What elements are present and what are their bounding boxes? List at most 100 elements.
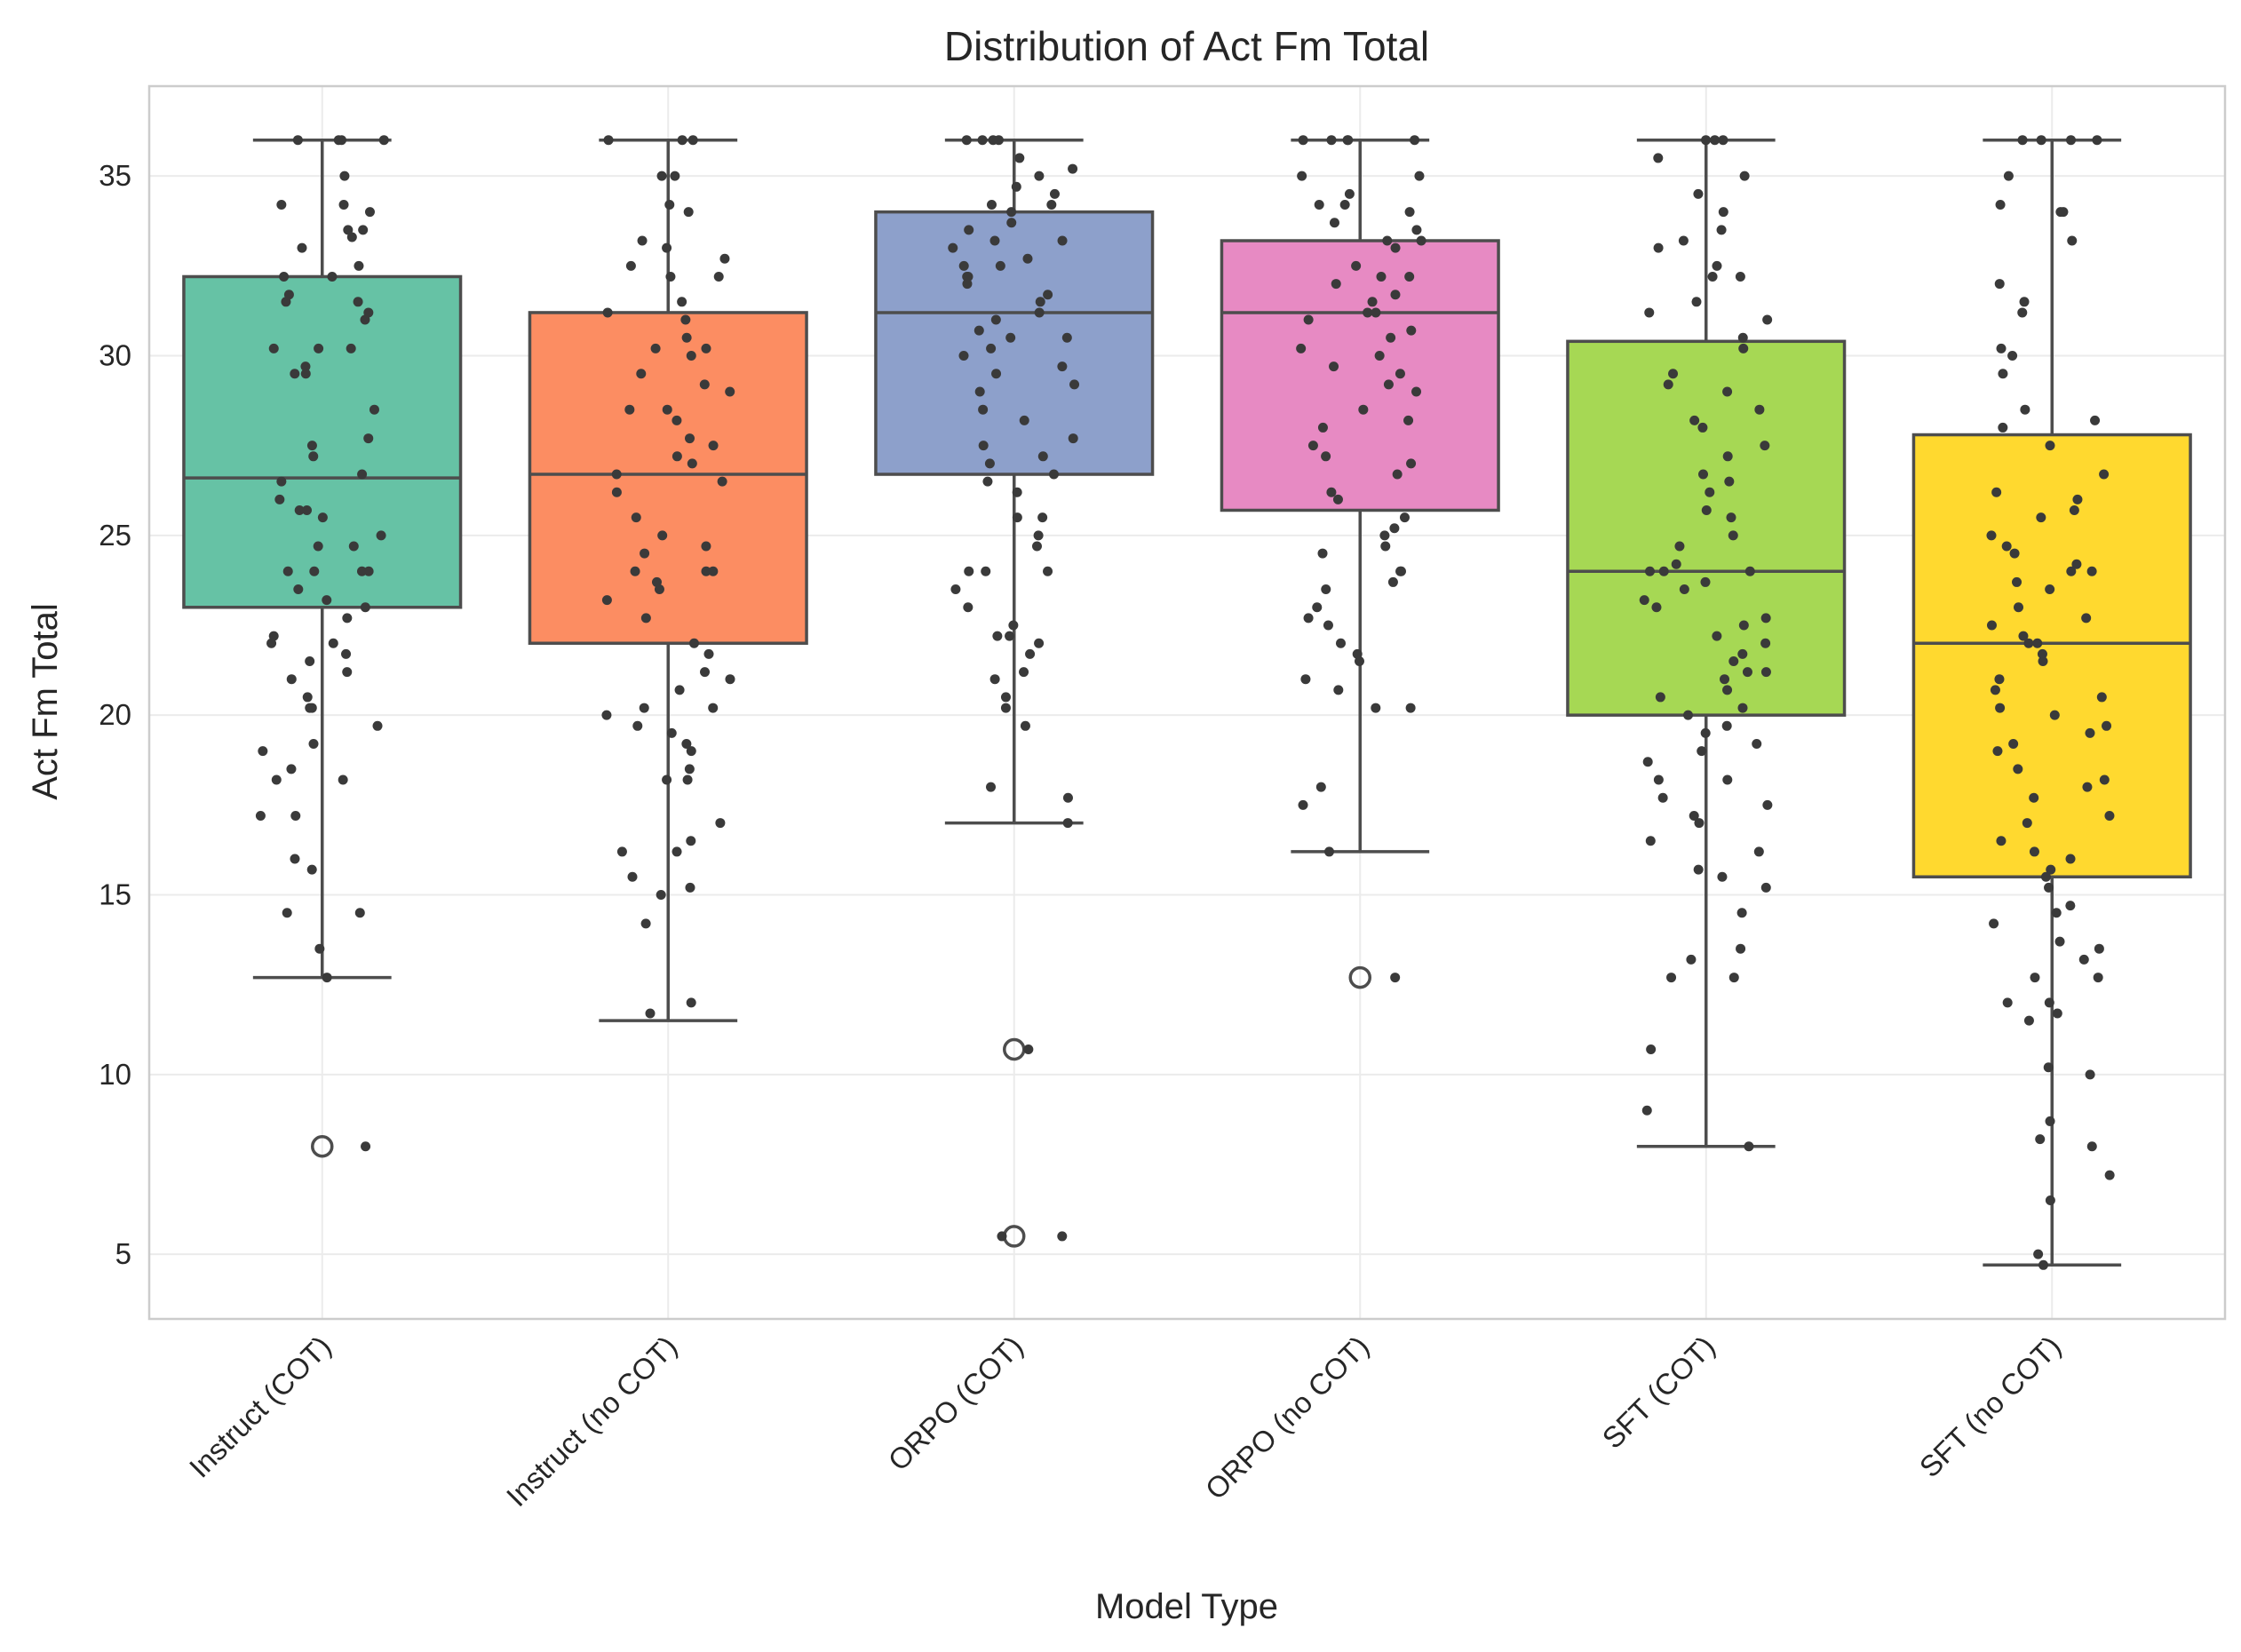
data-point: [1998, 369, 2008, 379]
data-point: [2023, 1015, 2034, 1026]
data-point: [1390, 242, 1401, 253]
data-point: [654, 584, 664, 595]
outlier-marker: [311, 1135, 334, 1158]
data-point: [2071, 559, 2082, 569]
data-point: [271, 774, 282, 785]
data-point: [719, 253, 730, 264]
data-point: [1717, 871, 1728, 882]
data-point: [1986, 530, 1997, 541]
data-point: [1068, 163, 1078, 174]
box-group: [1220, 138, 1500, 989]
data-point: [1019, 415, 1029, 425]
data-point: [1752, 739, 1762, 750]
data-point: [632, 720, 643, 731]
data-point: [1994, 674, 2005, 685]
data-point: [1035, 297, 1045, 307]
data-point: [1653, 774, 1664, 785]
data-point: [1333, 685, 1344, 695]
data-point: [1735, 271, 1745, 282]
data-point: [1701, 505, 1712, 516]
data-point: [279, 271, 290, 282]
data-point: [1722, 774, 1733, 785]
data-point: [1718, 207, 1728, 218]
data-point: [681, 332, 692, 343]
data-point: [1379, 530, 1390, 541]
data-point: [308, 451, 319, 462]
data-point: [2082, 782, 2093, 792]
data-point: [1403, 415, 1414, 425]
data-point: [1410, 135, 1420, 146]
data-point: [1025, 648, 1036, 659]
data-point: [1693, 188, 1704, 199]
data-point: [2032, 638, 2043, 648]
data-point: [1069, 379, 1080, 390]
data-point: [986, 343, 997, 353]
data-point: [2017, 307, 2028, 318]
data-point: [1986, 620, 1997, 631]
data-point: [1406, 458, 1417, 469]
data-point: [2044, 997, 2054, 1008]
data-point: [300, 361, 311, 372]
data-point: [1000, 692, 1011, 703]
data-point: [713, 271, 724, 282]
data-point: [1324, 846, 1335, 857]
data-point: [306, 703, 317, 713]
data-point: [2029, 792, 2039, 803]
data-point: [1991, 487, 2002, 497]
data-point: [948, 242, 958, 253]
data-point: [1326, 487, 1337, 497]
data-point: [2096, 692, 2107, 703]
data-point: [699, 379, 710, 390]
data-point: [961, 135, 972, 146]
data-point: [677, 297, 687, 307]
data-point: [1762, 314, 1773, 325]
data-point: [2023, 638, 2034, 648]
data-point: [672, 451, 682, 462]
data-point: [314, 943, 325, 954]
data-point: [636, 369, 647, 379]
data-point: [680, 314, 691, 325]
data-point: [297, 242, 307, 253]
data-point: [1342, 135, 1353, 146]
data-point: [322, 973, 332, 983]
data-point: [1700, 576, 1711, 587]
data-point: [1996, 836, 2007, 846]
data-point: [1655, 692, 1665, 703]
data-point: [290, 369, 300, 379]
data-point: [1754, 404, 1765, 415]
data-point: [346, 232, 357, 242]
data-point: [1390, 290, 1401, 300]
data-point: [2065, 901, 2076, 911]
data-point: [1363, 307, 1373, 318]
data-point: [281, 297, 291, 307]
data-point: [1737, 332, 1748, 343]
data-point: [986, 200, 997, 210]
data-point: [1726, 512, 1736, 523]
data-point: [990, 314, 1001, 325]
data-point: [1689, 810, 1699, 821]
outlier-marker: [1348, 965, 1371, 989]
data-point: [1062, 792, 1073, 803]
data-point: [1411, 386, 1422, 397]
box-group: [528, 138, 808, 1022]
data-point: [672, 415, 682, 425]
data-point: [973, 325, 984, 336]
data-point: [302, 692, 313, 703]
data-point: [2104, 1170, 2115, 1180]
data-point: [602, 307, 613, 318]
data-point: [1300, 674, 1311, 685]
data-point: [282, 566, 293, 576]
data-point: [2018, 631, 2029, 641]
data-point: [664, 200, 675, 210]
data-point: [361, 1141, 371, 1152]
data-point: [292, 135, 303, 146]
data-point: [1034, 307, 1045, 318]
data-point: [305, 655, 315, 666]
y-tick-label: 15: [99, 878, 131, 910]
data-point: [354, 908, 365, 918]
data-point: [1744, 1141, 1754, 1152]
data-point: [2046, 864, 2056, 875]
data-point: [1760, 667, 1771, 678]
data-point: [703, 648, 714, 659]
data-point: [342, 613, 353, 623]
